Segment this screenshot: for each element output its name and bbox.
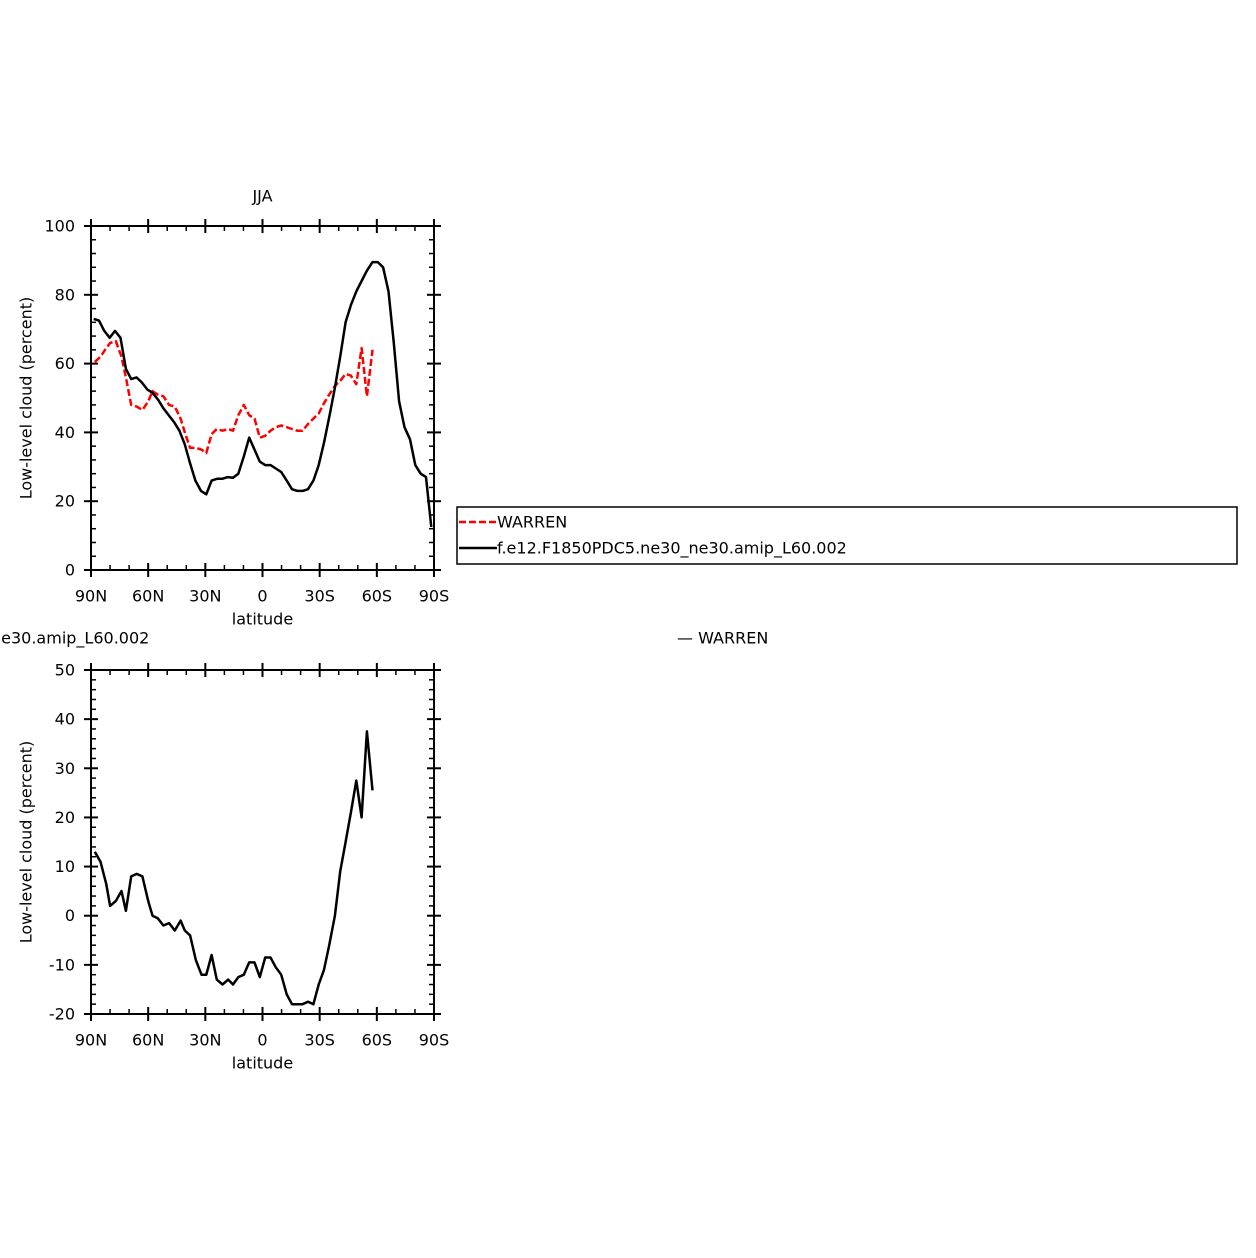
x-tick-label: 90S [419, 1031, 450, 1050]
x-tick-label: 0 [257, 1031, 267, 1050]
x-axis-label: latitude [232, 610, 293, 629]
x-tick-label: 0 [257, 587, 267, 606]
y-tick-label: 40 [55, 423, 75, 442]
series-line [93, 339, 374, 455]
y-tick-label: 30 [55, 759, 75, 778]
legend-box [456, 506, 1238, 565]
y-tick-label: 60 [55, 354, 75, 373]
legend-label: f.e12.F1850PDC5.ne30_ne30.amip_L60.002 [497, 539, 847, 559]
y-tick-label: 20 [55, 808, 75, 827]
x-tick-label: 60S [362, 587, 393, 606]
x-tick-label: 90S [419, 587, 450, 606]
y-tick-label: -20 [49, 1005, 75, 1024]
y-tick-label: 0 [65, 906, 75, 925]
x-tick-label: 60S [362, 1031, 393, 1050]
y-axis-label: Low-level cloud (percent) [17, 297, 36, 500]
y-tick-label: -10 [49, 955, 75, 974]
legend-label: WARREN [497, 513, 567, 532]
x-tick-label: 30S [304, 1031, 335, 1050]
y-tick-label: 100 [44, 217, 75, 236]
y-tick-label: 20 [55, 492, 75, 511]
y-tick-label: 50 [55, 661, 75, 680]
x-tick-label: 90N [75, 1031, 107, 1050]
x-axis-label: latitude [232, 1054, 293, 1073]
series-line [93, 730, 374, 1006]
x-tick-label: 90N [75, 587, 107, 606]
y-tick-label: 10 [55, 857, 75, 876]
chart-title-left: ne30.amip_L60.002 [0, 629, 149, 649]
chart-title: JJA [251, 187, 272, 206]
y-tick-label: 80 [55, 285, 75, 304]
x-tick-label: 60N [132, 1031, 164, 1050]
y-tick-label: 40 [55, 710, 75, 729]
x-tick-label: 30N [189, 587, 221, 606]
y-axis-label: Low-level cloud (percent) [17, 741, 36, 944]
x-tick-label: 30S [304, 587, 335, 606]
y-tick-label: 0 [65, 561, 75, 580]
x-tick-label: 60N [132, 587, 164, 606]
chart-title-right: — WARREN [677, 629, 768, 648]
series-line [93, 260, 433, 528]
plot-frame [90, 225, 435, 571]
plot-frame [90, 669, 435, 1015]
x-tick-label: 30N [189, 1031, 221, 1050]
